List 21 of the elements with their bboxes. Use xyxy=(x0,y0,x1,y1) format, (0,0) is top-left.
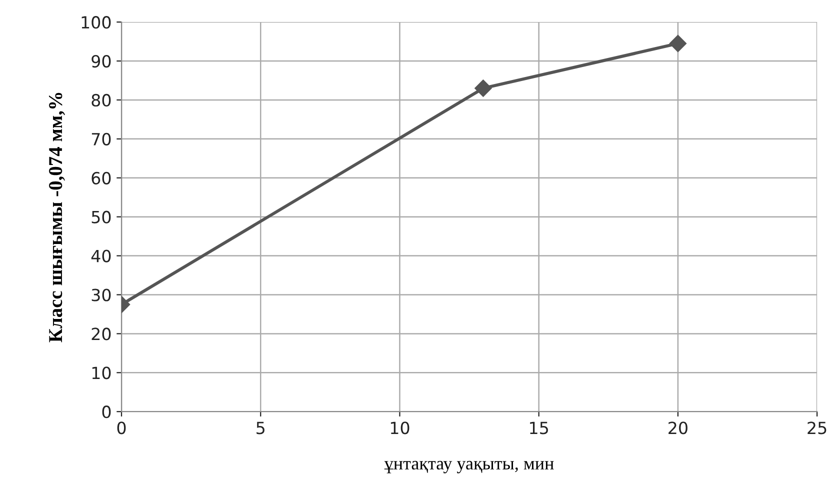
y-tick-label: 80 xyxy=(92,94,111,107)
x-tick-label: 25 xyxy=(808,422,826,434)
x-tick-label: 5 xyxy=(256,422,264,434)
y-tick-label: 0 xyxy=(102,406,111,418)
y-tick-label: 70 xyxy=(92,132,111,146)
y-tick-label: 40 xyxy=(91,250,111,262)
point xyxy=(474,80,492,97)
y-axis-title: Класс шығымы -0,074 мм,% xyxy=(49,92,65,342)
point xyxy=(669,34,686,52)
x-tick-label: 20 xyxy=(668,422,688,434)
y-tick-label: 100 xyxy=(82,16,111,29)
x-tick-label: 15 xyxy=(530,422,548,434)
x-tick-label: 0 xyxy=(117,422,126,434)
x-tick-label: 10 xyxy=(390,422,410,434)
y-tick-label: 90 xyxy=(92,54,111,68)
y-tick-label: 10 xyxy=(92,366,111,380)
y-tick-label: 20 xyxy=(92,328,111,340)
y-tick-label: 60 xyxy=(92,172,111,184)
y-tick-label: 50 xyxy=(92,210,111,224)
x-axis-title: ұнтақтау уақыты, мин xyxy=(384,460,554,474)
y-tick-label: 30 xyxy=(92,288,111,302)
